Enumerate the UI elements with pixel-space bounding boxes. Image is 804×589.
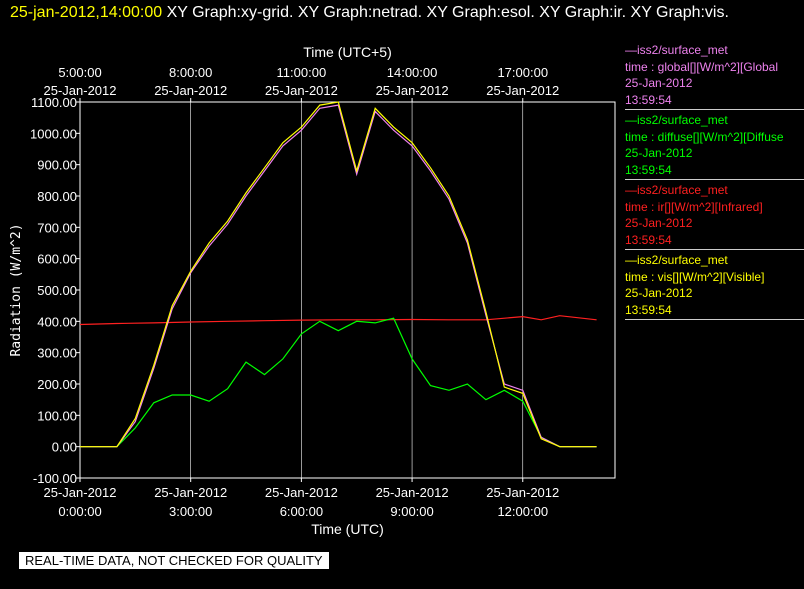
title-graph-list: XY Graph:xy-grid. XY Graph:netrad. XY Gr… [162,4,729,21]
x-axis-label: Time (UTC) [311,521,384,537]
y-axis-label: Radiation (W/m^2) [9,223,24,356]
y-tick-label: 300.00 [37,346,77,361]
top-tick-time: 14:00:00 [387,65,438,80]
legend-text: 13:59:54 [625,232,672,247]
top-tick-date: 25-Jan-2012 [486,83,559,98]
legend-text: —iss2/surface_met [625,43,728,57]
x-tick-time: 9:00:00 [390,504,433,519]
x-tick-date: 25-Jan-2012 [376,485,449,500]
legend-text: 25-Jan-2012 [625,76,693,90]
y-tick-label: 100.00 [37,408,77,423]
legend-text: 25-Jan-2012 [625,216,693,230]
y-tick-label: 700.00 [37,220,77,235]
x-tick-date: 25-Jan-2012 [265,485,338,500]
top-tick-time: 11:00:00 [277,65,327,80]
y-tick-label: 200.00 [37,377,77,392]
x-tick-time: 6:00:00 [280,504,323,519]
series-ir-line [79,315,597,326]
legend-text: time : global[][W/m^2][Global [625,59,779,74]
top-tick-time: 17:00:00 [497,65,548,80]
top-tick-time: 8:00:00 [169,65,212,80]
top-tick-date: 25-Jan-2012 [154,83,227,98]
series-diffuse-line [80,317,597,448]
legend-text: 13:59:54 [625,92,672,107]
series-vis-line [80,101,597,448]
top-tick-date: 25-Jan-2012 [376,83,449,98]
quality-notice: REAL-TIME DATA, NOT CHECKED FOR QUALITY [19,552,329,569]
y-tick-label: 1000.00 [30,126,77,141]
x-tick-time: 0:00:00 [58,504,101,519]
legend-text: 13:59:54 [625,302,672,317]
top-tick-date: 25-Jan-2012 [265,83,338,98]
title-timestamp: 25-jan-2012,14:00:00 [10,4,163,21]
top-tick-time: 5:00:00 [58,65,101,80]
series-global-line [80,104,597,448]
x-tick-date: 25-Jan-2012 [154,485,227,500]
y-tick-label: 500.00 [37,283,77,298]
legend-text: time : diffuse[][W/m^2][Diffuse [625,129,784,144]
x-tick-time: 3:00:00 [169,504,212,519]
legend-text: time : ir[][W/m^2][Infrared] [625,199,763,214]
y-tick-label: 900.00 [37,158,77,173]
window-title: 25-jan-2012,14:00:00 XY Graph:xy-grid. X… [10,2,800,23]
x-tick-date: 25-Jan-2012 [44,485,117,500]
legend-text: 25-Jan-2012 [625,286,693,300]
legend-text: —iss2/surface_met [625,183,728,197]
y-tick-label: 600.00 [37,252,77,267]
top-axis-label: Time (UTC+5) [303,44,392,60]
top-tick-date: 25-Jan-2012 [44,83,117,98]
y-tick-label: 400.00 [37,314,77,329]
legend-text: 13:59:54 [625,162,672,177]
y-tick-label: 800.00 [37,189,77,204]
legend-text: —iss2/surface_met [625,113,728,127]
y-tick-label: -100.00 [33,471,77,486]
legend-text: time : vis[][W/m^2][Visible] [625,269,765,284]
y-tick-label: 1100.00 [31,95,77,110]
x-tick-time: 12:00:00 [497,504,548,519]
legend-text: —iss2/surface_met [625,253,728,267]
x-tick-date: 25-Jan-2012 [486,485,559,500]
legend-text: 25-Jan-2012 [625,146,693,160]
y-tick-label: 0.00 [52,440,77,455]
